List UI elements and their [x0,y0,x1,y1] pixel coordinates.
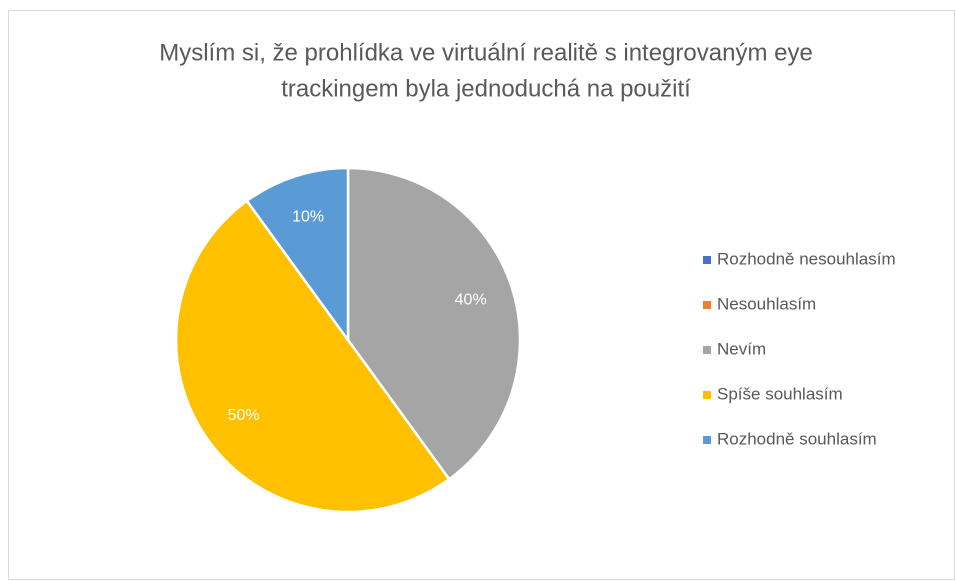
legend-label: Nevím [717,339,766,358]
pie-slice [346,166,522,481]
data-label: 40% [455,291,487,308]
chart-title: Myslím si, že prohlídka ve virtuální rea… [159,39,813,66]
data-label: 50% [228,407,260,424]
pie-slice [174,199,451,514]
legend-label: Spíše souhlasím [717,384,843,403]
legend-swatch [703,346,711,354]
chart-title: trackingem byla jednoduchá na použití [281,75,691,102]
legend-label: Rozhodně nesouhlasím [717,249,896,268]
legend-label: Nesouhlasím [717,294,816,313]
legend-swatch [703,436,711,444]
data-label: 10% [292,209,324,226]
legend-swatch [703,301,711,309]
legend-swatch [703,391,711,399]
legend-swatch [703,256,711,264]
pie-slice [245,166,350,344]
legend-label: Rozhodně souhlasím [717,429,877,448]
